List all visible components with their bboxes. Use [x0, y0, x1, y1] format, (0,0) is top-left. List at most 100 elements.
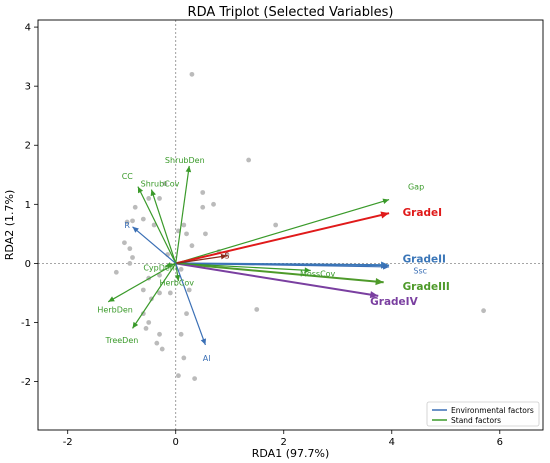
vector-line	[175, 262, 384, 284]
y-tick-label: 1	[25, 200, 31, 211]
vector-arrowhead	[304, 267, 311, 273]
site-point	[127, 246, 133, 252]
vector-label: HerbCov	[160, 278, 195, 287]
site-point	[143, 325, 149, 331]
y-tick-label: -2	[21, 377, 31, 388]
vector-line	[175, 262, 311, 272]
site-point	[481, 308, 486, 314]
vector-arrowhead	[220, 253, 228, 260]
vector-label: TreeDen	[105, 336, 139, 345]
site-point	[157, 290, 162, 296]
x-tick-label: 4	[389, 437, 395, 448]
vector-Ssc	[175, 262, 390, 270]
legend-label: Stand factors	[451, 416, 501, 425]
site-point	[176, 373, 181, 379]
vector-arrowhead	[369, 291, 379, 299]
site-point	[273, 222, 279, 228]
site-point	[211, 201, 216, 207]
x-axis-label: RDA1 (97.7%)	[252, 447, 329, 460]
x-tick-label: 6	[497, 437, 503, 448]
vector-arrowhead	[383, 264, 390, 270]
vector-CC	[137, 186, 177, 264]
vector-label: Gap	[408, 183, 424, 192]
site-point	[178, 331, 184, 337]
vector-label: Al	[203, 354, 211, 363]
site-point	[157, 196, 162, 201]
vector-GradeIV	[175, 262, 379, 299]
site-point	[167, 290, 173, 296]
site-point	[200, 204, 206, 210]
site-point	[140, 287, 146, 293]
legend-label: Environmental factors	[451, 406, 534, 415]
vector-MossCov	[175, 262, 311, 273]
vector-label: ShrubDen	[165, 156, 205, 165]
vector-GradeIII	[175, 262, 384, 286]
site-points	[113, 71, 486, 382]
site-point	[203, 231, 208, 237]
y-tick-label: 4	[25, 23, 31, 34]
site-point	[157, 331, 162, 337]
site-point	[181, 222, 187, 228]
site-point	[189, 71, 195, 77]
vector-TreeDen	[132, 263, 177, 329]
site-point	[151, 222, 157, 228]
biplot-vectors	[107, 165, 390, 346]
site-point	[124, 219, 130, 225]
vector-S	[175, 253, 228, 264]
vector-ShrubCov	[150, 189, 177, 264]
y-tick-label: -1	[21, 318, 31, 329]
vector-label: HerbDen	[97, 305, 132, 314]
vector-line	[175, 199, 390, 264]
vector-arrowhead	[132, 226, 139, 233]
site-point	[189, 243, 195, 249]
vector-line	[175, 262, 390, 268]
vector-label: GradeII	[403, 253, 446, 265]
vector-arrowhead	[185, 165, 192, 173]
vector-line	[175, 212, 390, 265]
vector-label: ShrubCov	[141, 180, 180, 189]
vector-label: GradeIV	[370, 296, 418, 308]
site-point	[254, 307, 260, 312]
vector-arrowhead	[137, 186, 144, 194]
vector-arrowhead	[174, 274, 181, 282]
x-tick-label: 0	[173, 437, 179, 448]
vector-R	[132, 226, 177, 264]
site-point	[127, 261, 133, 266]
site-point	[146, 320, 152, 325]
site-point	[159, 346, 165, 352]
vector-ShrubDen	[175, 165, 192, 264]
vector-line	[175, 255, 228, 264]
site-point	[246, 157, 252, 163]
vector-Al	[175, 263, 207, 346]
vector-line	[150, 189, 177, 264]
vector-arrowhead	[380, 211, 390, 219]
site-point	[146, 196, 152, 201]
vector-arrowhead	[382, 198, 390, 204]
vector-line	[132, 263, 177, 329]
vector-line	[137, 186, 177, 264]
vector-label: GradeIII	[403, 281, 450, 293]
vector-line	[175, 263, 206, 346]
site-point	[184, 231, 189, 237]
site-point	[184, 311, 189, 317]
site-point	[132, 204, 138, 210]
site-point	[186, 287, 192, 293]
x-tick-label: 2	[281, 437, 287, 448]
site-point	[140, 216, 146, 222]
x-axis-ticks: -2 0 2 4 6	[63, 430, 503, 448]
vector-arrowhead	[132, 321, 139, 329]
site-point	[130, 218, 135, 224]
vector-line	[175, 165, 190, 264]
vector-arrowhead	[375, 277, 384, 286]
y-tick-label: 3	[25, 82, 31, 93]
site-point	[113, 269, 119, 275]
y-tick-label: 2	[25, 141, 31, 152]
vector-line	[132, 226, 177, 264]
site-point	[200, 190, 206, 195]
vector-label: S	[224, 252, 229, 261]
x-tick-label: -2	[63, 437, 73, 448]
